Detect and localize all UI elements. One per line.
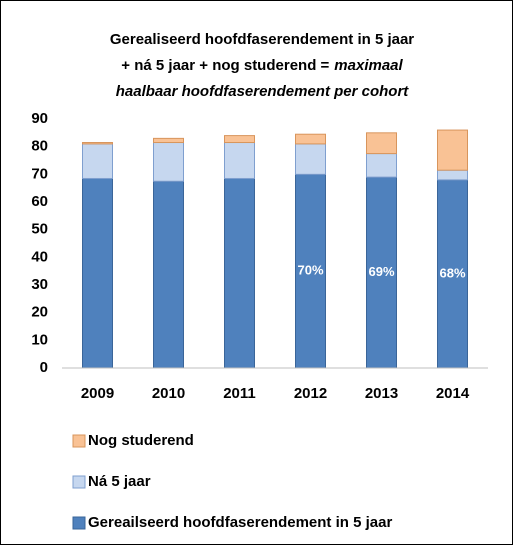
bar-segment: [82, 177, 113, 369]
bar-segment: [224, 135, 255, 144]
bar-segment: [437, 169, 468, 181]
bar-segment: [437, 179, 468, 369]
legend-label: Gereailseerd hoofdfaserendement in 5 jaa…: [88, 514, 392, 531]
bar-segment: [153, 137, 184, 144]
y-tick-label: 90: [31, 110, 48, 127]
bar-segment: [153, 180, 184, 369]
legend-swatch: [72, 434, 86, 448]
y-tick-label: 70: [31, 165, 48, 182]
bar-segment: [153, 142, 184, 182]
bar-segment: [437, 129, 468, 171]
y-tick-label: 20: [31, 304, 48, 321]
title-italic: maximaal: [334, 57, 403, 74]
bar-segment: [82, 143, 113, 179]
x-tick-label: 2010: [152, 385, 185, 402]
bar-segment: [224, 142, 255, 179]
x-tick-label: 2014: [436, 385, 470, 402]
x-tick-label: 2011: [223, 385, 256, 402]
chart-title-line3: haalbaar hoofdfaserendement per cohort: [116, 83, 410, 100]
x-tick-label: 2013: [365, 385, 398, 402]
title-part: + ná 5 jaar + nog studerend =: [121, 57, 329, 74]
data-label: 69%: [368, 264, 394, 279]
legend-label: Ná 5 jaar: [88, 473, 151, 490]
y-tick-label: 30: [31, 276, 48, 293]
bar-segment: [366, 132, 397, 155]
legend-swatch: [72, 475, 86, 489]
data-label: 70%: [297, 263, 323, 278]
y-tick-label: 50: [31, 221, 48, 238]
y-tick-label: 10: [31, 331, 48, 348]
bar-segment: [224, 177, 255, 369]
data-label: 68%: [439, 265, 465, 280]
legend-swatch: [72, 516, 86, 530]
chart-title-line1: Gerealiseerd hoofdfaserendement in 5 jaa…: [110, 31, 414, 48]
bar-segment: [295, 143, 326, 175]
bar-segment: [82, 142, 113, 145]
y-tick-label: 80: [31, 138, 48, 155]
bar-segment: [366, 153, 397, 178]
chart-title-line2: + ná 5 jaar + nog studerend = maximaal: [121, 57, 403, 74]
bar-segment: [295, 133, 326, 145]
x-tick-label: 2009: [81, 385, 114, 402]
y-tick-label: 60: [31, 193, 48, 210]
y-tick-label: 0: [40, 359, 48, 376]
x-tick-label: 2012: [294, 385, 327, 402]
bar-segment: [295, 173, 326, 369]
legend-label: Nog studerend: [88, 432, 194, 449]
y-tick-label: 40: [31, 248, 48, 265]
